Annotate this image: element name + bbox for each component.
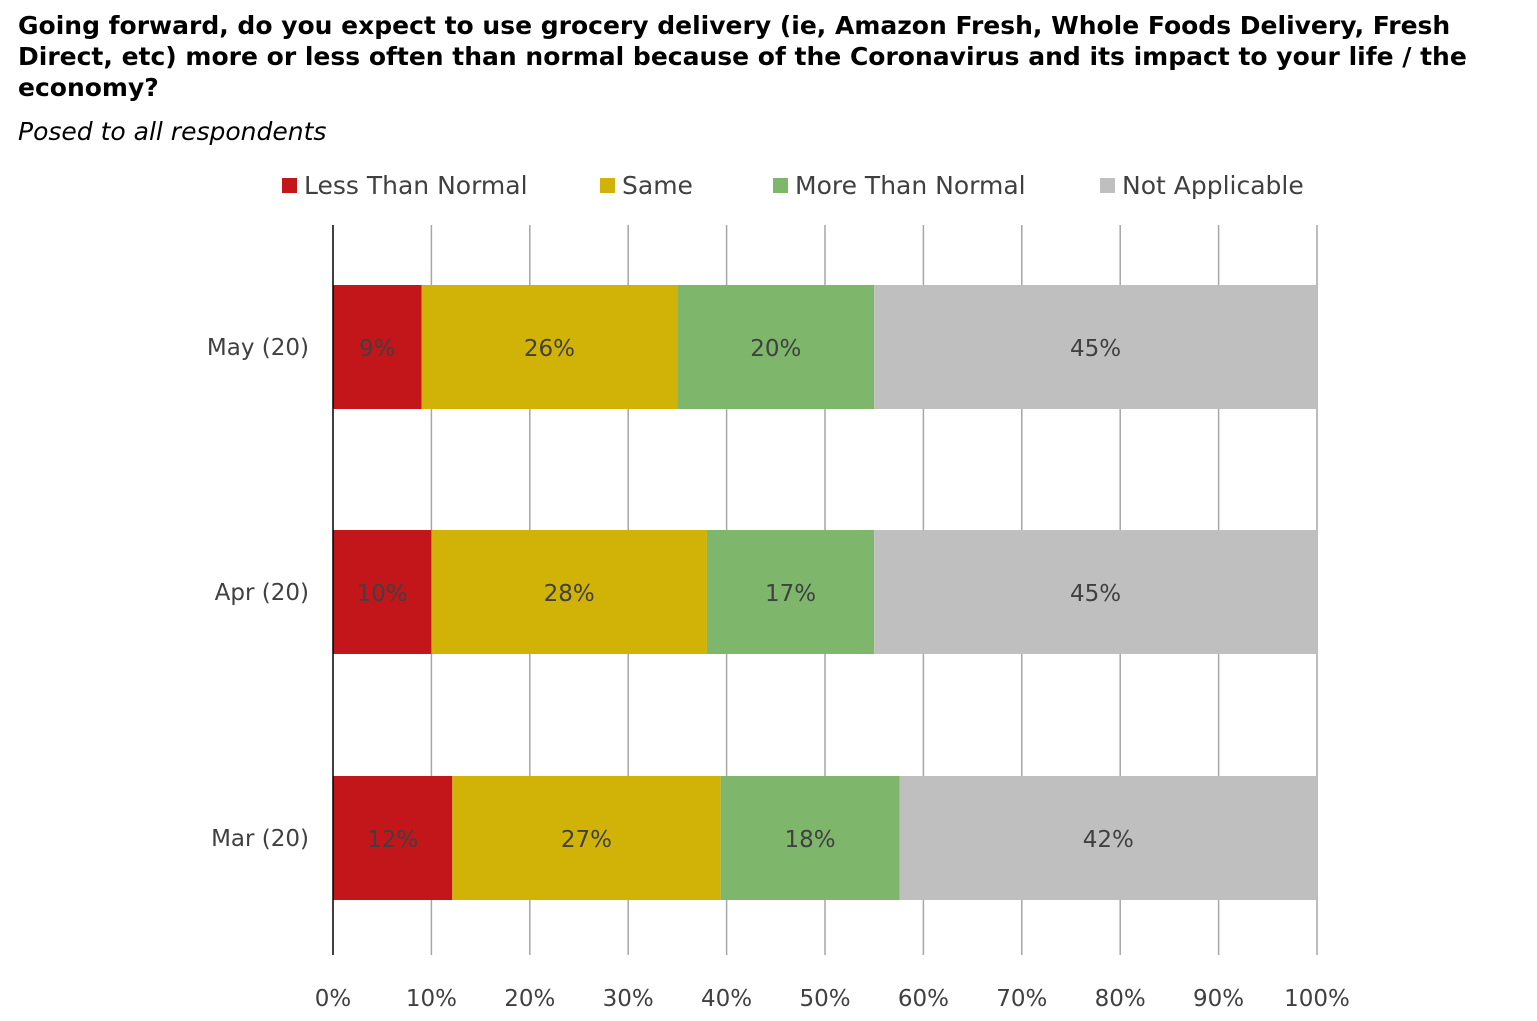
- bar-segment: [706, 530, 875, 654]
- data-label: 20%: [750, 336, 801, 362]
- bars: 9% 26% 20% 45% 10% 28% 17% 45% 12% 27% 18% 42%: [333, 285, 1317, 900]
- bar-segment: [452, 776, 721, 900]
- x-tick-label: 20%: [504, 986, 555, 1012]
- data-label: 17%: [765, 581, 816, 607]
- bar-segment: [421, 285, 678, 409]
- legend-label: Less Than Normal: [304, 171, 528, 200]
- bar-segment: [874, 285, 1317, 409]
- legend-swatch: [282, 178, 297, 193]
- chart-subtitle: Posed to all respondents: [18, 117, 327, 146]
- bar-segment: [333, 530, 432, 654]
- bar-segment: [677, 285, 875, 409]
- legend-label: Not Applicable: [1122, 171, 1304, 200]
- data-label: 9%: [359, 336, 396, 362]
- x-tick-label: 10%: [406, 986, 457, 1012]
- data-label: 26%: [524, 336, 575, 362]
- category-label: May (20): [207, 335, 309, 361]
- bar-segment: [874, 530, 1317, 654]
- x-axis-ticks: 0% 10% 20% 30% 40% 50% 60% 70% 80% 90% 100%: [315, 986, 1350, 1012]
- x-tick-label: 70%: [996, 986, 1047, 1012]
- category-labels: May (20) Apr (20) Mar (20): [207, 335, 309, 852]
- data-label: 12%: [367, 827, 418, 853]
- bar-segment: [333, 776, 453, 900]
- data-label: 45%: [1070, 336, 1121, 362]
- legend: Less Than Normal Same More Than Normal Not …: [282, 171, 1304, 200]
- category-label: Mar (20): [211, 826, 309, 852]
- legend-label: Same: [622, 171, 693, 200]
- bar-segment: [720, 776, 900, 900]
- x-tick-label: 90%: [1193, 986, 1244, 1012]
- x-tick-label: 100%: [1284, 986, 1350, 1012]
- data-label: 45%: [1070, 581, 1121, 607]
- bar-segment: [899, 776, 1317, 900]
- legend-swatch: [773, 178, 788, 193]
- legend-label: More Than Normal: [795, 171, 1026, 200]
- data-label: 42%: [1083, 827, 1134, 853]
- x-tick-label: 50%: [799, 986, 850, 1012]
- x-tick-label: 80%: [1095, 986, 1146, 1012]
- legend-swatch: [1100, 178, 1115, 193]
- bar-segment: [333, 285, 422, 409]
- chart-title: Going forward, do you expect to use groc…: [18, 11, 1467, 102]
- x-tick-label: 0%: [315, 986, 352, 1012]
- x-tick-label: 30%: [603, 986, 654, 1012]
- data-label: 18%: [785, 827, 836, 853]
- data-label: 27%: [561, 827, 612, 853]
- bar-segment: [431, 530, 707, 654]
- category-label: Apr (20): [215, 580, 309, 606]
- x-tick-label: 60%: [898, 986, 949, 1012]
- data-label: 28%: [544, 581, 595, 607]
- x-tick-label: 40%: [701, 986, 752, 1012]
- legend-swatch: [600, 178, 615, 193]
- data-label: 10%: [357, 581, 408, 607]
